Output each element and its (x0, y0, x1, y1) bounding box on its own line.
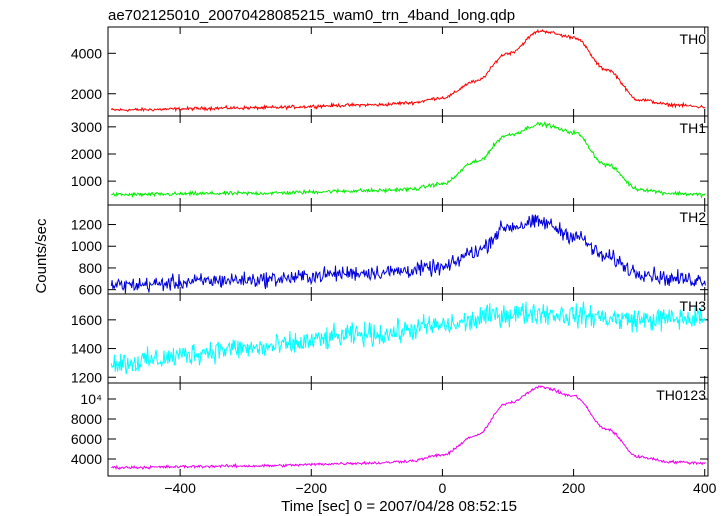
panel-frame (107, 293, 709, 384)
panel-frame (107, 382, 709, 477)
panel-th0: 2000 4000 TH0 (71, 26, 709, 117)
y-tick-label: 8000 (71, 411, 102, 427)
panels: 2000 4000 TH0 1000 2000 3000 TH1 600 800 1000 1200… (71, 26, 709, 477)
y-tick-label: 1200 (71, 217, 102, 233)
y-tick-label: 4000 (71, 45, 102, 61)
y-tick-label: 1200 (71, 369, 102, 385)
series-line-th3 (110, 301, 706, 375)
series-label: TH2 (680, 209, 707, 225)
series-line-th0123 (111, 385, 706, 471)
y-tick-label: 800 (79, 260, 103, 276)
y-tick-label: 2000 (71, 86, 102, 102)
y-axis-label: Counts/sec (33, 218, 50, 294)
x-tick-label: −400 (164, 480, 196, 496)
y-tick-label: 1000 (71, 238, 102, 254)
panel-th1: 1000 2000 3000 TH1 (71, 115, 709, 206)
y-tick-label: 3000 (71, 119, 102, 135)
y-tick-label: 6000 (71, 431, 102, 447)
x-tick-label: −200 (296, 480, 328, 496)
y-tick-label: 10⁴ (80, 391, 102, 407)
series-label: TH0123 (656, 387, 706, 403)
panel-frame (107, 204, 709, 295)
series-line-th0 (110, 28, 706, 113)
x-axis-label: Time [sec] 0 = 2007/04/28 08:52:15 (281, 498, 517, 515)
series-label: TH1 (680, 120, 707, 136)
series-line-th1 (111, 120, 706, 199)
x-tick-label: 400 (693, 480, 717, 496)
series-line-th2 (110, 214, 706, 294)
x-tick-label: 200 (562, 480, 586, 496)
panel-th0123: 4000 6000 8000 10⁴ TH0123 (71, 382, 709, 477)
series-label: TH3 (680, 298, 707, 314)
x-tick-label: 0 (439, 480, 447, 496)
chart-title: ae702125010_20070428085215_wam0_trn_4ban… (108, 7, 515, 24)
series-label: TH0 (680, 31, 707, 47)
panel-th3: 1200 1400 1600 TH3 (71, 293, 709, 385)
y-tick-label: 1000 (71, 173, 102, 189)
y-tick-label: 4000 (71, 451, 102, 467)
y-tick-label: 2000 (71, 146, 102, 162)
y-tick-label: 1600 (71, 312, 102, 328)
panel-th2: 600 800 1000 1200 TH2 (71, 204, 709, 298)
y-tick-label: 600 (79, 282, 103, 298)
y-tick-label: 1400 (71, 341, 102, 357)
x-axis: −400 −200 0 200 400 (164, 480, 716, 496)
